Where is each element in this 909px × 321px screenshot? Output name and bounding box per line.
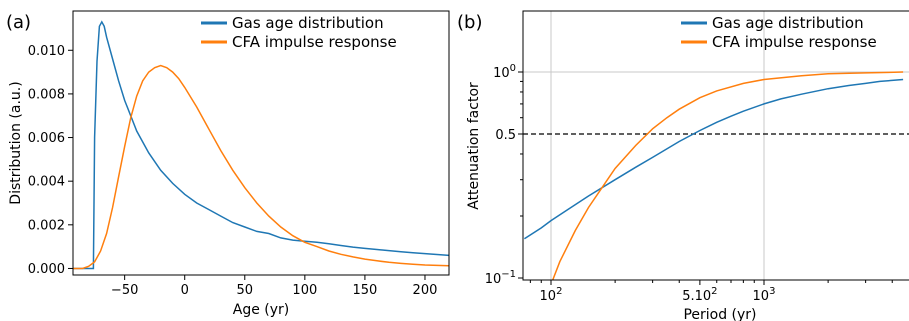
panel-b: (b) 102 5.102 103 10−1 0.5 100 Period (yr) A…	[457, 10, 909, 321]
panel-b-series-line-cfa-impulse	[551, 71, 904, 280]
panel-a-y-axis-label: Distribution (a.u.)	[8, 81, 24, 204]
panel-b-y-tick-label: 100	[493, 63, 516, 81]
panel-b-y-tick-label: 0.5	[495, 128, 516, 143]
panel-b-x-tick-label: 103	[753, 286, 776, 304]
panel-a-y-tick-label: 0.000	[28, 262, 65, 277]
panel-b-x-tick-label: 5.102	[682, 286, 717, 304]
panel-a-series-line-gas-age	[73, 20, 449, 270]
panel-a-y-tick-label: 0.010	[28, 44, 65, 59]
panel-b-series-line-gas-age	[523, 78, 904, 240]
panel-b-x-tick-label: 102	[540, 286, 563, 304]
panel-b-y-tick-label: 10−1	[485, 269, 516, 287]
panel-a-legend-label: CFA impulse response	[232, 33, 397, 51]
panel-a-x-tick-label: 150	[352, 283, 377, 298]
panel-a-y-ticks: 0.000 0.002 0.004 0.006 0.008 0.010	[28, 44, 73, 277]
panel-a-y-tick-label: 0.008	[28, 87, 65, 102]
panel-b-label: (b)	[457, 12, 482, 33]
panel-b-grid	[523, 11, 909, 280]
panel-a-x-tick-label: −50	[111, 283, 138, 298]
panel-b-x-axis-label: Period (yr)	[683, 307, 756, 321]
panel-a-y-tick-label: 0.002	[28, 218, 65, 233]
panel-a-series	[73, 20, 449, 270]
panel-a-x-ticks: −50 0 50 100 150 200	[111, 275, 437, 298]
panel-b-y-axis-label: Attenuation factor	[466, 82, 482, 210]
panel-a-legend-label: Gas age distribution	[232, 14, 384, 32]
panel-b-series	[523, 71, 904, 280]
panel-b-legend-label: CFA impulse response	[712, 33, 877, 51]
panel-b-x-ticks: 102 5.102 103	[529, 280, 893, 304]
panel-b-legend-label: Gas age distribution	[712, 14, 864, 32]
panel-a-series-line-cfa-impulse	[73, 64, 449, 270]
panel-a-y-tick-label: 0.004	[28, 175, 65, 190]
panel-a-x-tick-label: 100	[292, 283, 317, 298]
panel-a-x-tick-label: 200	[413, 283, 438, 298]
panel-a-x-tick-label: 0	[181, 283, 189, 298]
panel-a-label: (a)	[6, 12, 31, 33]
panel-a-y-tick-label: 0.006	[28, 131, 65, 146]
panel-a-x-tick-label: 50	[237, 283, 254, 298]
panel-b-y-ticks: 10−1 0.5 100	[485, 63, 523, 287]
panel-a: (a) −50 0 50 100 150 200 0.000 0.002 0.004 0.006…	[6, 10, 450, 318]
panel-a-x-axis-label: Age (yr)	[233, 302, 290, 318]
panel-b-frame	[522, 10, 909, 281]
panel-a-frame	[72, 10, 450, 276]
